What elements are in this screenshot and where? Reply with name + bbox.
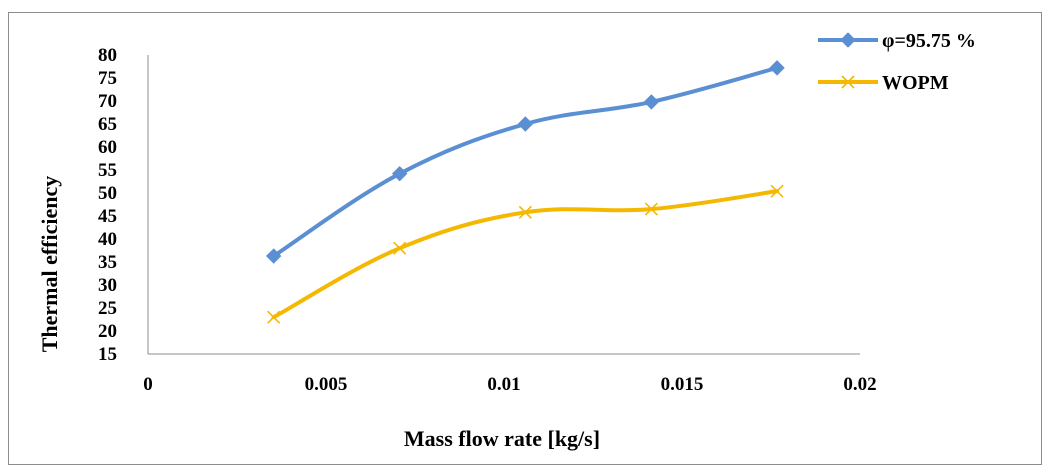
axes	[147, 55, 860, 355]
x-tick-label: 0.005	[305, 374, 348, 395]
data-point-series-0	[643, 94, 660, 110]
y-tick-label: 60	[98, 137, 117, 158]
data-point-series-0	[769, 60, 785, 76]
data-point-series-0	[517, 116, 534, 132]
data-point-series-1	[393, 241, 407, 255]
y-tick-label: 15	[98, 344, 117, 365]
legend-marker-0	[840, 32, 856, 48]
y-tick-label: 35	[98, 252, 117, 273]
y-tick-label: 65	[98, 114, 117, 135]
data-point-series-0	[391, 165, 408, 182]
x-tick-label: 0.015	[661, 374, 704, 395]
legend: φ=95.75 % WOPM	[818, 30, 976, 94]
x-tick-label: 0.01	[487, 374, 520, 395]
legend-label-1: WOPM	[882, 72, 949, 94]
series-line-0	[271, 65, 780, 259]
y-tick-label: 50	[98, 183, 117, 204]
y-tick-label: 75	[98, 68, 117, 89]
series-line-1	[271, 189, 780, 320]
y-tick-label: 55	[98, 160, 117, 181]
data-point-series-1	[518, 205, 532, 219]
y-tick-label: 20	[98, 321, 117, 342]
data-point-series-1	[267, 310, 281, 324]
legend-marker-1	[841, 75, 855, 89]
y-tick-label: 70	[98, 91, 117, 112]
y-tick-label: 80	[98, 45, 117, 66]
y-tick-label: 45	[98, 206, 117, 227]
data-point-series-1	[644, 202, 658, 216]
legend-label-0: φ=95.75 %	[882, 30, 976, 52]
y-axis-title: Thermal efficiency	[37, 176, 62, 353]
x-tick-label: 0	[143, 374, 153, 395]
series-lines	[271, 65, 780, 320]
data-point-series-1	[770, 184, 784, 198]
y-tick-label: 25	[98, 298, 117, 319]
x-tick-label: 0.02	[843, 374, 876, 395]
data-point-series-0	[265, 248, 282, 264]
chart-frame	[8, 12, 1042, 465]
y-tick-label: 40	[98, 229, 117, 250]
y-tick-label: 30	[98, 275, 117, 296]
series-markers	[265, 60, 785, 324]
x-axis-title: Mass flow rate [kg/s]	[404, 426, 600, 451]
x-tick-labels: 0 0.005 0.01 0.015 0.02	[143, 374, 876, 395]
